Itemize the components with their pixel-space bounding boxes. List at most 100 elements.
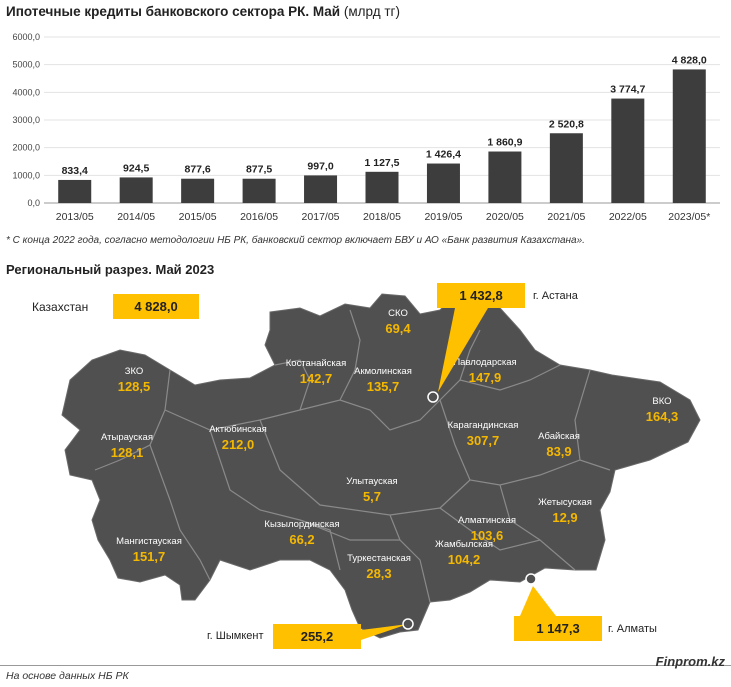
bar-value-label: 1 426,4	[426, 149, 461, 161]
city-value-box: 255,2	[273, 624, 361, 649]
region-value: 103,6	[470, 528, 504, 543]
x-tick-label: 2022/05	[609, 211, 647, 223]
region-name: ЗКО	[124, 366, 144, 377]
bar-value-label: 833,4	[62, 165, 88, 177]
bar-value-label: 997,0	[307, 160, 333, 172]
divider	[0, 665, 731, 666]
city-value-box: 1 147,3	[514, 616, 602, 641]
city-name: г. Шымкент	[207, 630, 264, 642]
region-value: 12,9	[552, 510, 578, 525]
city-name: г. Астана	[533, 290, 578, 302]
region-value: 147,9	[468, 370, 502, 385]
bars: 833,4 924,5 877,6 877,5 997,0 1 127,5 1 426,4 1…	[58, 54, 707, 204]
region-label: Мангистауская 151,7	[89, 536, 209, 566]
bar-value-label: 3 774,7	[610, 84, 645, 96]
x-tick-label: 2015/05	[179, 211, 217, 223]
y-tick-label: 0,0	[27, 198, 40, 208]
source-note: На основе данных НБ РК	[6, 670, 129, 682]
region-value: 307,7	[466, 433, 500, 448]
bar	[365, 171, 399, 203]
bar	[119, 177, 153, 203]
bar-value-label: 4 828,0	[672, 54, 707, 66]
region-label: Атырауская 128,1	[67, 432, 187, 462]
x-tick-label: 2014/05	[117, 211, 155, 223]
bar-chart: 0,01000,02000,03000,04000,05000,06000,0 …	[12, 32, 720, 223]
region-name: Жетысуская	[538, 497, 592, 508]
region-value: 128,5	[117, 379, 151, 394]
region-name: Актюбинская	[209, 424, 267, 435]
region-label: Жамбылская 104,2	[404, 539, 524, 569]
y-tick-label: 1000,0	[12, 170, 40, 180]
bar-value-label: 1 860,9	[487, 137, 522, 149]
bar	[58, 179, 92, 203]
x-tick-label: 2018/05	[363, 211, 401, 223]
bar	[488, 151, 522, 203]
bar	[181, 178, 215, 203]
country-value-box: 4 828,0	[113, 294, 199, 319]
bar-value-label: 877,6	[184, 164, 210, 176]
y-tick-label: 5000,0	[12, 60, 40, 70]
region-label: Карагандинская 307,7	[423, 420, 543, 450]
region-label: Акмолинская 135,7	[323, 366, 443, 396]
x-tick-label: 2013/05	[56, 211, 94, 223]
bar	[549, 133, 583, 203]
region-name: Акмолинская	[354, 366, 412, 377]
region-label: Туркестанская 28,3	[319, 553, 439, 583]
region-label: Жетысуская 12,9	[505, 497, 625, 527]
x-tick-label: 2021/05	[547, 211, 585, 223]
x-axis: 2013/05 2014/05 2015/05 2016/05 2017/05 2018/…	[56, 211, 711, 223]
title-unit: (млрд тг)	[343, 4, 400, 19]
region-name: Кызылординская	[264, 519, 340, 530]
region-name: Костанайская	[285, 358, 347, 369]
region-value: 212,0	[221, 437, 255, 452]
region-name: СКО	[388, 308, 408, 319]
y-tick-label: 2000,0	[12, 143, 40, 153]
country-label: Казахстан	[32, 300, 89, 314]
x-tick-label: 2023/05*	[668, 211, 710, 223]
bar	[304, 175, 338, 203]
city-name: г. Алматы	[608, 623, 657, 635]
region-value: 5,7	[362, 489, 382, 504]
bar-value-label: 1 127,5	[364, 157, 399, 169]
x-tick-label: 2020/05	[486, 211, 524, 223]
region-label: ВКО 164,3	[602, 396, 722, 426]
region-label: Абайская 83,9	[499, 431, 619, 461]
region-value: 164,3	[645, 409, 679, 424]
bar	[242, 178, 276, 203]
region-label: Улытауская 5,7	[312, 476, 432, 506]
region-name: Атырауская	[101, 432, 153, 443]
grid-lines	[44, 36, 720, 204]
bar	[426, 163, 460, 203]
region-label: Павлодарская 147,9	[425, 357, 545, 387]
x-tick-label: 2017/05	[302, 211, 340, 223]
region-label: Костанайская 142,7	[256, 358, 376, 388]
footnote: * С конца 2022 года, согласно методологи…	[6, 235, 585, 246]
y-tick-label: 6000,0	[12, 32, 40, 42]
brand-logo: Finprom.kz	[655, 654, 725, 669]
region-name: Алматинская	[458, 515, 516, 526]
bar	[611, 98, 645, 203]
region-name: Мангистауская	[116, 536, 182, 547]
y-axis: 0,0 1000,0 2000,0 3000,0 4000,0 5000,0 6000,0	[12, 32, 40, 208]
region-value: 83,9	[546, 444, 572, 459]
region-value: 66,2	[289, 532, 315, 547]
x-tick-label: 2019/05	[424, 211, 462, 223]
region-name: ВКО	[652, 396, 672, 407]
region-name: Туркестанская	[347, 553, 411, 564]
title-text: Ипотечные кредиты банковского сектора РК…	[6, 4, 341, 19]
region-name: Павлодарская	[453, 357, 517, 368]
region-value: 104,2	[447, 552, 481, 567]
region-label: СКО 69,4	[338, 308, 458, 338]
region-name: Карагандинская	[447, 420, 519, 431]
bar-value-label: 924,5	[123, 162, 149, 174]
region-value: 128,1	[110, 445, 144, 460]
region-name: Жамбылская	[435, 539, 493, 550]
region-name: Абайская	[538, 431, 580, 442]
city-value-box: 1 432,8	[437, 283, 525, 308]
region-label: Алматинская 103,6	[427, 515, 547, 545]
region-label: ЗКО 128,5	[74, 366, 194, 396]
region-name: Улытауская	[346, 476, 398, 487]
x-tick-label: 2016/05	[240, 211, 278, 223]
region-label: Актюбинская 212,0	[178, 424, 298, 454]
region-value: 69,4	[385, 321, 411, 336]
